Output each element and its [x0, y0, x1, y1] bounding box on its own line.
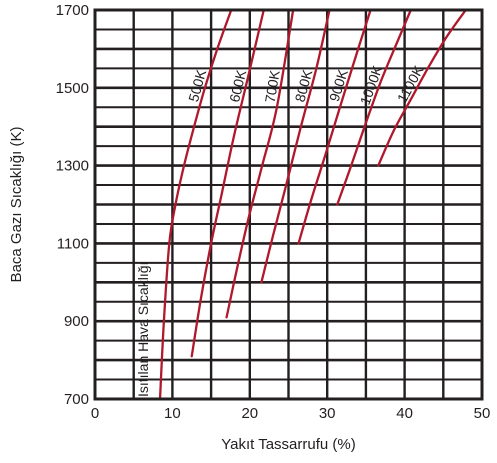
series-label: 700K: [262, 68, 283, 104]
y-tick-label: 900: [64, 313, 89, 330]
x-tick-label: 10: [164, 405, 181, 422]
x-tick-label: 30: [319, 405, 336, 422]
series-label: 600K: [226, 68, 249, 104]
x-tick-label: 20: [241, 405, 258, 422]
grid: [95, 10, 482, 399]
x-tick-label: 40: [396, 405, 413, 422]
series-line: [158, 8, 233, 401]
curves: [158, 8, 467, 401]
y-axis-label: Baca Gazı Sıcaklığı (K): [8, 127, 25, 283]
x-axis-label: Yakıt Tassarrufu (%): [221, 436, 356, 453]
series-line: [260, 8, 331, 284]
series-label: 1000K: [357, 63, 386, 107]
y-tick-label: 700: [64, 391, 89, 408]
y-tick-label: 1100: [57, 235, 89, 252]
x-tick-label: 0: [91, 405, 99, 422]
y-tick-label: 1500: [56, 80, 89, 97]
tick-labels: 0 10 20 30 40 50 700 900 1100 1300 1500 1700: [56, 2, 491, 422]
y-tick-label: 1300: [56, 158, 89, 175]
x-tick-label: 50: [474, 405, 491, 422]
series-line: [225, 8, 295, 319]
series-line: [297, 8, 372, 245]
plot-frame: [93, 8, 484, 401]
series-line: [336, 8, 412, 206]
series-line: [190, 8, 265, 358]
series-line: [377, 8, 467, 167]
y-tick-label: 1700: [56, 2, 89, 19]
annotation-text: Isıtılan Hava Sıcaklığı: [135, 262, 151, 397]
